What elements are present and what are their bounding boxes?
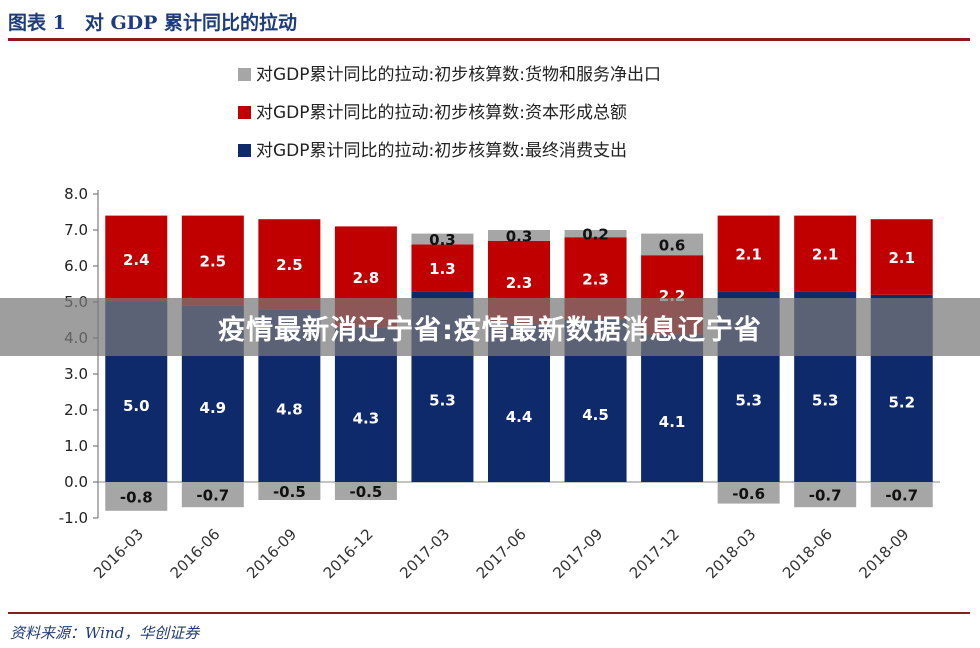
label-consumption-2: 4.8 [276,401,303,419]
label-net-exports-6: 0.2 [582,226,609,244]
bar-capital-4 [411,244,474,292]
y-tick-label-9: -1.0 [59,509,88,527]
label-capital-1: 2.5 [200,253,227,271]
label-net-exports-2: -0.5 [273,483,306,501]
y-tick-label-0: 8.0 [64,185,88,203]
title-rule [8,38,970,41]
bar-capital-1 [181,215,244,306]
legend-label-2: 对GDP累计同比的拉动:初步核算数:最终消费支出 [256,141,627,161]
label-capital-8: 2.1 [735,245,762,263]
label-net-exports-1: -0.7 [196,487,229,505]
label-net-exports-10: -0.7 [885,487,918,505]
bar-capital-8 [717,215,780,292]
source-note: 资料来源：Wind，华创证券 [10,624,200,642]
x-tick-label-8: 2018-03 [702,525,759,582]
y-tick-label-6: 2.0 [64,401,88,419]
footer-rule [8,612,970,614]
label-consumption-4: 5.3 [429,392,456,410]
bar-net-exports-4 [411,233,474,245]
label-net-exports-9: -0.7 [809,487,842,505]
label-net-exports-0: -0.8 [120,488,153,506]
bar-net-exports-9 [794,482,857,508]
label-capital-0: 2.4 [123,251,150,269]
label-capital-9: 2.1 [812,245,839,263]
bar-net-exports-6 [564,230,627,238]
label-consumption-6: 4.5 [582,406,609,424]
label-capital-4: 1.3 [429,260,456,278]
label-net-exports-7: 0.6 [659,236,686,254]
bar-consumption-7 [641,334,704,482]
bar-net-exports-1 [181,482,244,508]
label-net-exports-5: 0.3 [506,227,533,245]
label-net-exports-8: -0.6 [732,485,765,503]
overlay-banner: 疫情最新消辽宁省:疫情最新数据消息辽宁省 [0,298,980,356]
legend-label-0: 对GDP累计同比的拉动:初步核算数:货物和服务净出口 [256,65,661,85]
label-consumption-10: 5.2 [888,393,915,411]
label-capital-6: 2.3 [582,271,609,289]
y-tick-label-7: 1.0 [64,437,88,455]
x-tick-label-1: 2016-06 [167,525,224,582]
bar-net-exports-3 [334,482,397,500]
bar-capital-0 [105,215,168,302]
label-capital-2: 2.5 [276,256,303,274]
legend-swatch-1 [238,106,251,119]
legend-label-1: 对GDP累计同比的拉动:初步核算数:资本形成总额 [256,103,627,123]
x-tick-label-6: 2017-09 [549,525,606,582]
label-consumption-3: 4.3 [353,410,380,428]
label-consumption-1: 4.9 [200,399,227,417]
label-net-exports-4: 0.3 [429,231,456,249]
label-consumption-7: 4.1 [659,413,686,431]
overlay-banner-text: 疫情最新消辽宁省:疫情最新数据消息辽宁省 [218,314,762,346]
bar-capital-2 [258,219,321,310]
x-tick-label-4: 2017-03 [396,525,453,582]
bar-net-exports-8 [717,482,780,504]
x-tick-label-7: 2017-12 [626,525,683,582]
bar-net-exports-10 [870,482,933,508]
label-capital-10: 2.1 [888,249,915,267]
x-tick-label-10: 2018-09 [856,525,913,582]
x-tick-label-0: 2016-03 [90,525,147,582]
label-consumption-0: 5.0 [123,397,150,415]
label-consumption-5: 4.4 [506,408,533,426]
x-tick-label-3: 2016-12 [320,525,377,582]
y-tick-label-8: 0.0 [64,473,88,491]
figure-title: 图表 1 对 GDP 累计同比的拉动 [8,12,298,34]
y-tick-label-5: 3.0 [64,365,88,383]
label-consumption-8: 5.3 [735,392,762,410]
bar-net-exports-7 [641,233,704,256]
x-tick-label-2: 2016-09 [243,525,300,582]
legend-swatch-0 [238,68,251,81]
bar-net-exports-0 [105,482,168,511]
label-net-exports-3: -0.5 [350,483,383,501]
bar-net-exports-2 [258,482,321,500]
label-consumption-9: 5.3 [812,392,839,410]
y-tick-label-2: 6.0 [64,257,88,275]
bar-capital-10 [870,219,933,295]
label-capital-5: 2.3 [506,274,533,292]
label-capital-3: 2.8 [353,269,380,287]
x-tick-label-5: 2017-06 [473,525,530,582]
x-tick-label-9: 2018-06 [779,525,836,582]
y-tick-label-1: 7.0 [64,221,88,239]
legend-swatch-2 [238,144,251,157]
bar-net-exports-5 [488,230,550,241]
bar-capital-9 [794,215,857,292]
